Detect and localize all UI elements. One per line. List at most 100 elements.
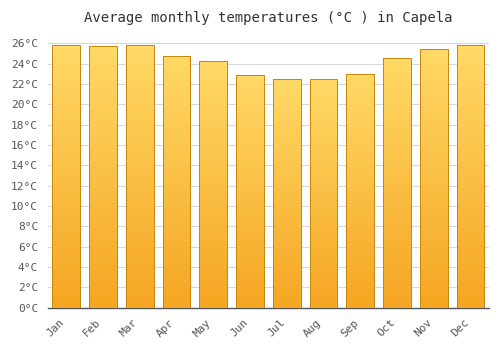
Bar bbox=[456, 51, 484, 56]
Bar bbox=[383, 263, 411, 268]
Bar bbox=[126, 193, 154, 198]
Bar bbox=[162, 267, 190, 272]
Bar bbox=[420, 266, 448, 272]
Bar bbox=[346, 182, 374, 186]
Bar bbox=[126, 82, 154, 88]
Bar bbox=[273, 225, 300, 230]
Bar bbox=[126, 130, 154, 135]
Bar bbox=[89, 261, 117, 266]
Bar bbox=[236, 196, 264, 201]
Bar bbox=[52, 46, 80, 308]
Bar bbox=[89, 151, 117, 156]
Bar bbox=[273, 244, 300, 248]
Bar bbox=[89, 109, 117, 114]
Bar bbox=[383, 173, 411, 178]
Bar bbox=[236, 266, 264, 271]
Bar bbox=[52, 250, 80, 255]
Bar bbox=[346, 200, 374, 205]
Bar bbox=[236, 103, 264, 107]
Bar bbox=[420, 184, 448, 189]
Bar bbox=[236, 149, 264, 154]
Bar bbox=[310, 129, 338, 134]
Bar bbox=[420, 132, 448, 137]
Bar bbox=[310, 230, 338, 235]
Bar bbox=[52, 93, 80, 98]
Bar bbox=[162, 172, 190, 177]
Bar bbox=[273, 106, 300, 111]
Bar bbox=[126, 124, 154, 130]
Bar bbox=[420, 261, 448, 266]
Bar bbox=[273, 239, 300, 244]
Bar bbox=[456, 302, 484, 308]
Bar bbox=[89, 140, 117, 146]
Bar bbox=[126, 229, 154, 234]
Bar bbox=[310, 212, 338, 216]
Bar bbox=[236, 252, 264, 257]
Bar bbox=[52, 276, 80, 281]
Bar bbox=[383, 183, 411, 188]
Bar bbox=[383, 103, 411, 108]
Bar bbox=[126, 208, 154, 214]
Bar bbox=[200, 179, 227, 184]
Bar bbox=[420, 49, 448, 308]
Bar bbox=[126, 276, 154, 281]
Bar bbox=[346, 261, 374, 266]
Bar bbox=[52, 287, 80, 292]
Bar bbox=[126, 51, 154, 56]
Bar bbox=[126, 234, 154, 239]
Bar bbox=[456, 193, 484, 198]
Bar bbox=[383, 178, 411, 183]
Bar bbox=[383, 73, 411, 78]
Bar bbox=[126, 239, 154, 245]
Bar bbox=[346, 172, 374, 177]
Bar bbox=[236, 159, 264, 163]
Bar bbox=[236, 280, 264, 285]
Bar bbox=[273, 175, 300, 180]
Bar bbox=[456, 255, 484, 260]
Bar bbox=[236, 191, 264, 196]
Bar bbox=[200, 189, 227, 194]
Bar bbox=[52, 297, 80, 302]
Bar bbox=[273, 248, 300, 253]
Bar bbox=[89, 167, 117, 172]
Bar bbox=[126, 224, 154, 229]
Bar bbox=[383, 233, 411, 238]
Bar bbox=[200, 90, 227, 95]
Bar bbox=[89, 256, 117, 261]
Bar bbox=[52, 51, 80, 56]
Bar bbox=[456, 271, 484, 276]
Bar bbox=[126, 203, 154, 208]
Bar bbox=[236, 229, 264, 233]
Bar bbox=[200, 61, 227, 308]
Bar bbox=[52, 208, 80, 214]
Bar bbox=[162, 237, 190, 242]
Bar bbox=[126, 46, 154, 308]
Bar bbox=[162, 106, 190, 111]
Bar bbox=[420, 49, 448, 308]
Bar bbox=[89, 47, 117, 308]
Bar bbox=[162, 146, 190, 152]
Bar bbox=[273, 198, 300, 203]
Bar bbox=[346, 107, 374, 111]
Bar bbox=[89, 114, 117, 120]
Bar bbox=[383, 113, 411, 118]
Bar bbox=[200, 76, 227, 80]
Bar bbox=[236, 219, 264, 224]
Bar bbox=[126, 271, 154, 276]
Bar bbox=[346, 294, 374, 299]
Bar bbox=[200, 273, 227, 278]
Bar bbox=[126, 98, 154, 103]
Bar bbox=[200, 268, 227, 273]
Bar bbox=[89, 203, 117, 209]
Bar bbox=[89, 250, 117, 256]
Bar bbox=[420, 189, 448, 194]
Bar bbox=[89, 266, 117, 271]
Bar bbox=[383, 218, 411, 223]
Bar bbox=[162, 141, 190, 146]
Bar bbox=[310, 225, 338, 230]
Bar bbox=[310, 285, 338, 289]
Bar bbox=[200, 71, 227, 76]
Bar bbox=[310, 276, 338, 280]
Bar bbox=[52, 203, 80, 208]
Bar bbox=[273, 285, 300, 289]
